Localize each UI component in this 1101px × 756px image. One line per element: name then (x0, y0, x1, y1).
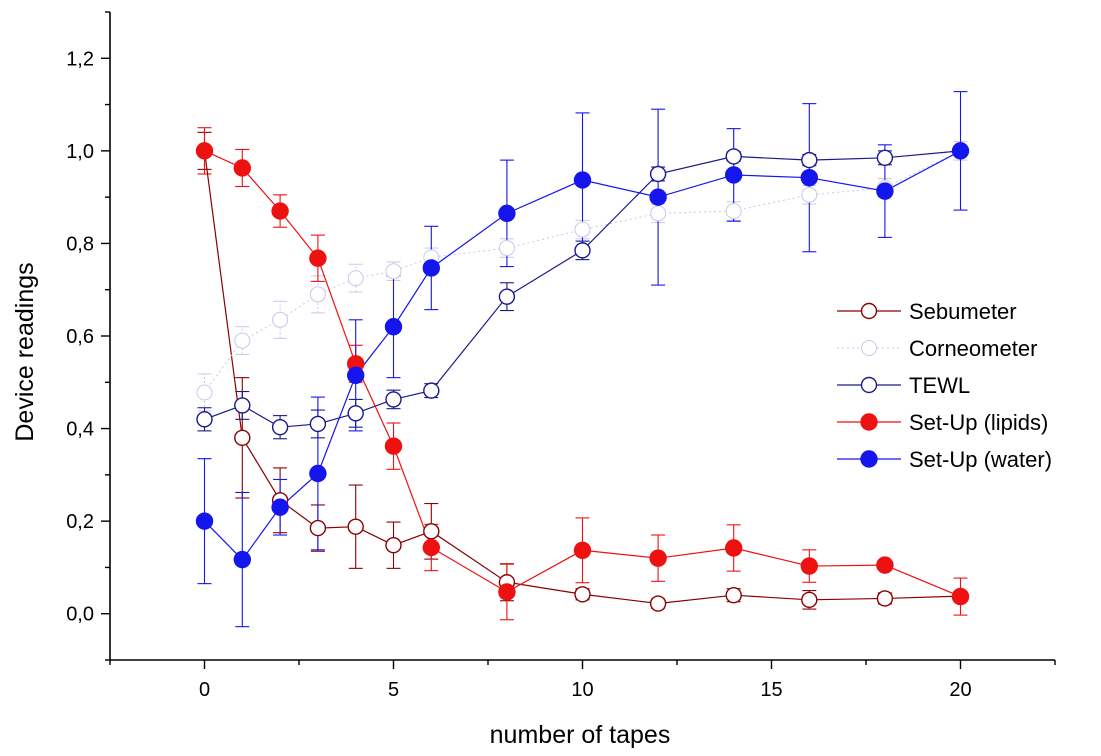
tewl-point (385, 391, 402, 408)
set-up-lipids-point (422, 538, 440, 557)
set-up-water-point (725, 166, 743, 184)
y-tick-label: 1,2 (66, 48, 94, 70)
set-up-water-point (422, 259, 440, 277)
set-up-lipids-point (649, 549, 667, 567)
set-up-water-point (195, 512, 214, 530)
set-up-water-point (347, 366, 365, 385)
corneometer-point (801, 186, 818, 203)
set-up-water-point (384, 318, 403, 336)
legend-swatch-marker (860, 450, 878, 468)
sebumeter-point (423, 523, 440, 540)
set-up-water-point (309, 464, 327, 483)
set-up-lipids-point (233, 159, 252, 177)
corneometer-point (272, 311, 289, 328)
set-up-lipids-point (951, 587, 970, 606)
corneometer-error-bar (273, 300, 288, 339)
set-up-water-point (271, 498, 289, 516)
tewl-point (423, 382, 440, 399)
set-up-lipids-point (876, 556, 894, 574)
y-tick-label: 0,8 (66, 233, 94, 255)
x-tick-label: 0 (199, 679, 210, 701)
tewl-point (649, 165, 667, 183)
x-tick-label: 10 (571, 679, 593, 701)
series-markers (195, 142, 970, 612)
legend-item-set-up-lipids: Set-Up (lipids) (837, 410, 1048, 435)
corneometer-point (309, 286, 326, 303)
legend: Sebumeter Corneometer TEWL Set-Up (lipids) S… (837, 299, 1052, 472)
legend-label: Set-Up (water) (909, 447, 1052, 472)
corneometer-point (498, 240, 515, 257)
x-tick-label: 5 (388, 679, 399, 701)
set-up-water-point (649, 188, 667, 206)
set-up-lipids-point (309, 249, 327, 267)
sebumeter-point (725, 587, 742, 604)
legend-swatch-marker (860, 302, 878, 320)
corneometer-line (204, 150, 961, 393)
legend-label: TEWL (909, 373, 970, 398)
corneometer-point (650, 205, 667, 222)
legend-item-tewl: TEWL (837, 373, 970, 398)
y-tick-label: 0,2 (66, 511, 94, 533)
corneometer-point (385, 263, 402, 280)
y-tick-label: 0,4 (66, 419, 94, 441)
sebumeter-point (801, 591, 818, 609)
tewl-point (876, 149, 894, 167)
tewl-point (196, 411, 213, 428)
sebumeter-point (574, 586, 591, 603)
legend-swatch-marker (861, 340, 877, 356)
tewl-point (309, 415, 327, 433)
tewl-point (498, 288, 516, 305)
x-tick-label: 20 (949, 679, 971, 701)
legend-label: Corneometer (909, 336, 1037, 361)
set-up-lipids-point (573, 541, 592, 560)
set-up-lipids-point (800, 557, 818, 575)
sebumeter-point (234, 429, 251, 447)
corneometer-point (196, 384, 213, 401)
tewl-point (801, 151, 818, 169)
sebumeter-point (876, 590, 894, 607)
set-up-lipids-line (204, 150, 961, 598)
set-up-water-point (233, 550, 252, 569)
y-axis-label: Device readings (11, 262, 39, 441)
set-up-water-point (876, 182, 894, 200)
set-up-water-point (498, 204, 516, 223)
legend-label: Set-Up (lipids) (909, 410, 1048, 435)
set-up-water-point (573, 171, 592, 189)
tewl-point (347, 405, 364, 422)
sebumeter-point (385, 537, 402, 554)
corneometer-point (574, 221, 591, 238)
set-up-lipids-point (384, 437, 403, 455)
axes: 0 5 10 15 20 0,0 0,2 0,4 0,6 0,8 1,0 1,2 (66, 11, 1056, 701)
set-up-lipids-point (195, 142, 214, 160)
legend-item-sebumeter: Sebumeter (837, 299, 1017, 324)
set-up-water-point (800, 169, 818, 187)
corneometer-point (347, 270, 364, 287)
legend-swatch-marker (860, 376, 878, 394)
x-axis-label: number of tapes (490, 721, 671, 749)
set-up-lipids-point (498, 583, 516, 601)
tewl-point (234, 397, 251, 414)
legend-swatch-marker (860, 413, 878, 431)
tewl-point (271, 418, 289, 436)
y-tick-label: 1,0 (66, 141, 94, 163)
set-up-lipids-point (725, 539, 743, 557)
y-tick-label: 0,6 (66, 326, 94, 348)
sebumeter-point (649, 595, 667, 612)
sebumeter-point (309, 519, 327, 537)
corneometer-point (725, 203, 742, 220)
legend-label: Sebumeter (909, 299, 1017, 324)
tewl-point (574, 242, 591, 259)
y-tick-label: 0,0 (66, 604, 94, 626)
legend-item-set-up-water: Set-Up (water) (837, 447, 1052, 472)
set-up-water-point (951, 142, 970, 160)
set-up-lipids-point (271, 202, 289, 220)
corneometer-point (234, 332, 251, 349)
tewl-point (725, 148, 742, 165)
sebumeter-point (347, 518, 364, 535)
legend-item-corneometer: Corneometer (837, 336, 1037, 361)
x-tick-label: 15 (760, 679, 782, 701)
